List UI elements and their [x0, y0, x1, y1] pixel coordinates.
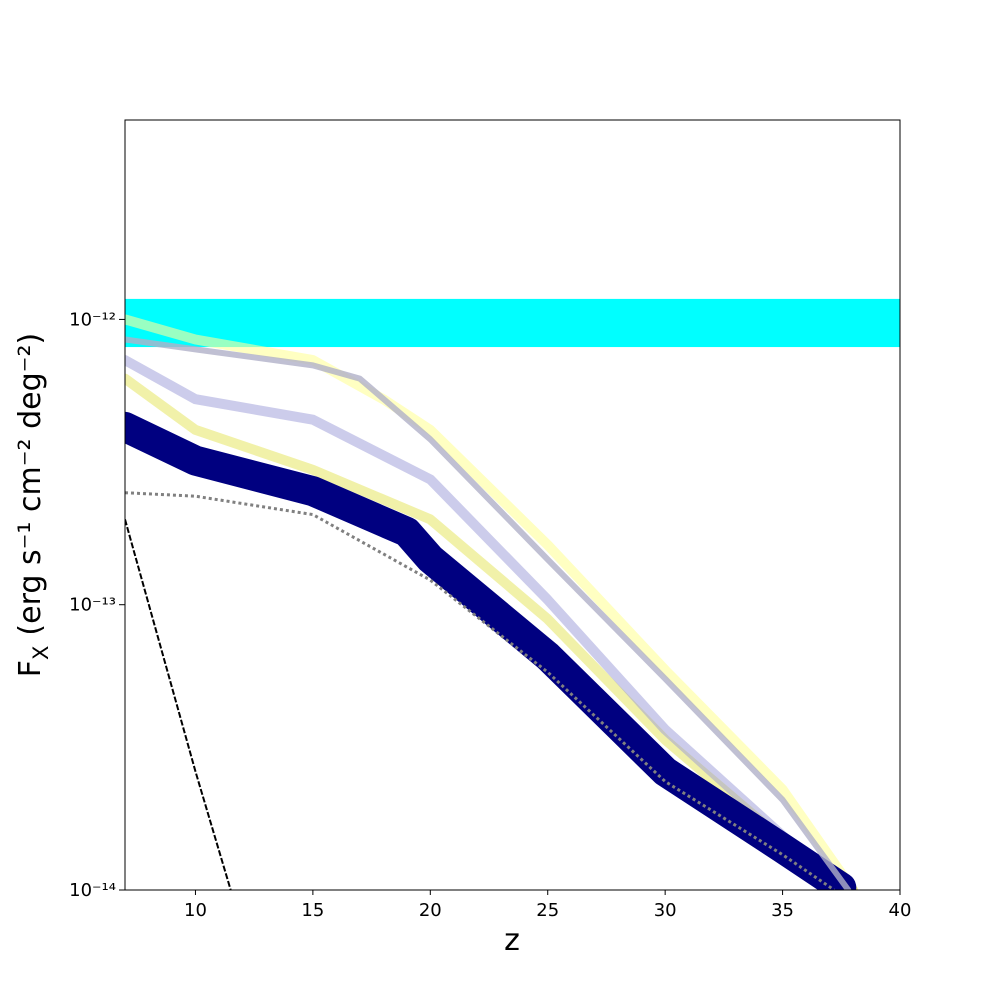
band	[125, 298, 900, 348]
x-label: z	[504, 923, 520, 958]
plot-area	[125, 298, 900, 890]
x-tick-label: 15	[301, 900, 324, 921]
y-label-rest: (erg s⁻¹ cm⁻² deg⁻²)	[13, 333, 48, 636]
x-tick-label: 20	[419, 900, 442, 921]
y-label-main: F	[13, 660, 48, 677]
x-tick-label: 40	[889, 900, 912, 921]
y-tick-label: 10⁻¹⁴	[69, 880, 116, 901]
series-line	[125, 491, 836, 890]
x-tick-label: 35	[771, 900, 794, 921]
y-tick-label: 10⁻¹³	[69, 595, 116, 616]
x-tick-label: 25	[536, 900, 559, 921]
series-line	[125, 411, 857, 890]
y-label: FX (erg s⁻¹ cm⁻² deg⁻²)	[13, 333, 53, 677]
series-line	[125, 336, 852, 890]
x-tick-label: 30	[654, 900, 677, 921]
y-tick-label: 10⁻¹²	[69, 309, 116, 330]
y-label-sub: X	[29, 646, 53, 660]
series-line	[125, 314, 858, 890]
frame	[124, 119, 901, 891]
series-line	[125, 519, 232, 890]
x-tick-label: 10	[184, 900, 207, 921]
